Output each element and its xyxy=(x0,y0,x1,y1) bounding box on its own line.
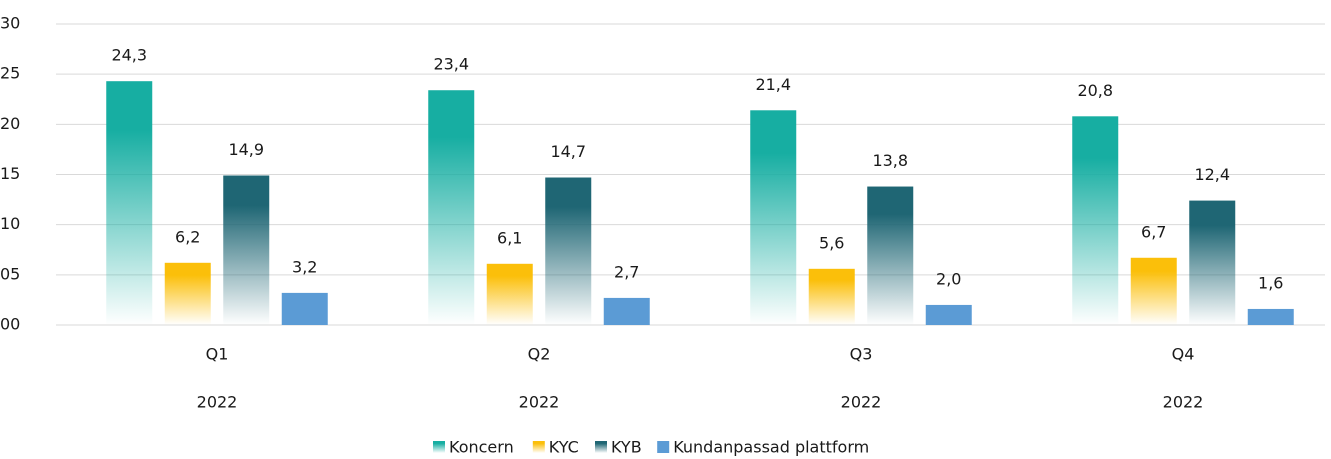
data-label: 5,6 xyxy=(819,233,844,252)
bar xyxy=(486,263,533,325)
legend-label: Kundanpassad plattform xyxy=(673,438,869,457)
x-tick-label: Q3 xyxy=(850,345,873,364)
y-tick-label: 30 xyxy=(0,14,20,33)
data-label: 6,7 xyxy=(1141,222,1166,241)
x-group-label: 2022 xyxy=(519,393,560,412)
data-label: 23,4 xyxy=(433,55,469,74)
legend-label: Koncern xyxy=(449,438,514,457)
bar xyxy=(106,81,153,325)
bar xyxy=(750,110,797,325)
data-label: 2,0 xyxy=(936,269,961,288)
y-tick-label: 20 xyxy=(0,114,20,133)
data-label: 14,9 xyxy=(228,140,264,159)
data-label: 13,8 xyxy=(872,151,908,170)
data-label: 3,2 xyxy=(292,257,317,276)
y-tick-label: 25 xyxy=(0,64,20,83)
legend-label: KYB xyxy=(611,438,642,457)
bar xyxy=(1072,116,1119,325)
bar xyxy=(1189,200,1236,325)
data-label: 6,2 xyxy=(175,227,200,246)
legend-label: KYC xyxy=(549,438,579,457)
x-tick-label: Q1 xyxy=(206,345,229,364)
x-tick-label: Q2 xyxy=(528,345,551,364)
bar xyxy=(428,90,475,325)
bar xyxy=(1130,257,1177,325)
x-group-label: 2022 xyxy=(841,393,882,412)
legend-swatch xyxy=(595,441,607,453)
bar xyxy=(281,292,328,325)
data-label: 6,1 xyxy=(497,228,522,247)
bar xyxy=(164,262,211,325)
x-group-label: 2022 xyxy=(197,393,238,412)
x-tick-label: Q4 xyxy=(1172,345,1195,364)
y-tick-label: 10 xyxy=(0,214,20,233)
y-tick-label: 00 xyxy=(0,315,20,334)
data-label: 12,4 xyxy=(1194,165,1230,184)
bar xyxy=(1247,308,1294,325)
legend-swatch xyxy=(657,441,670,453)
x-group-label: 2022 xyxy=(1163,393,1204,412)
bar xyxy=(925,304,972,325)
y-tick-label: 05 xyxy=(0,264,20,283)
data-label: 2,7 xyxy=(614,262,639,281)
bar xyxy=(603,297,650,325)
data-label: 14,7 xyxy=(550,142,586,161)
bar xyxy=(545,177,592,325)
y-tick-label: 15 xyxy=(0,164,20,183)
legend-swatch xyxy=(433,441,445,453)
bar xyxy=(223,175,270,325)
legend-swatch xyxy=(532,441,545,453)
data-label: 1,6 xyxy=(1258,273,1283,292)
data-label: 24,3 xyxy=(111,46,147,65)
bar xyxy=(808,268,855,325)
data-label: 20,8 xyxy=(1077,81,1113,100)
bar xyxy=(867,186,914,325)
data-label: 21,4 xyxy=(755,75,791,94)
